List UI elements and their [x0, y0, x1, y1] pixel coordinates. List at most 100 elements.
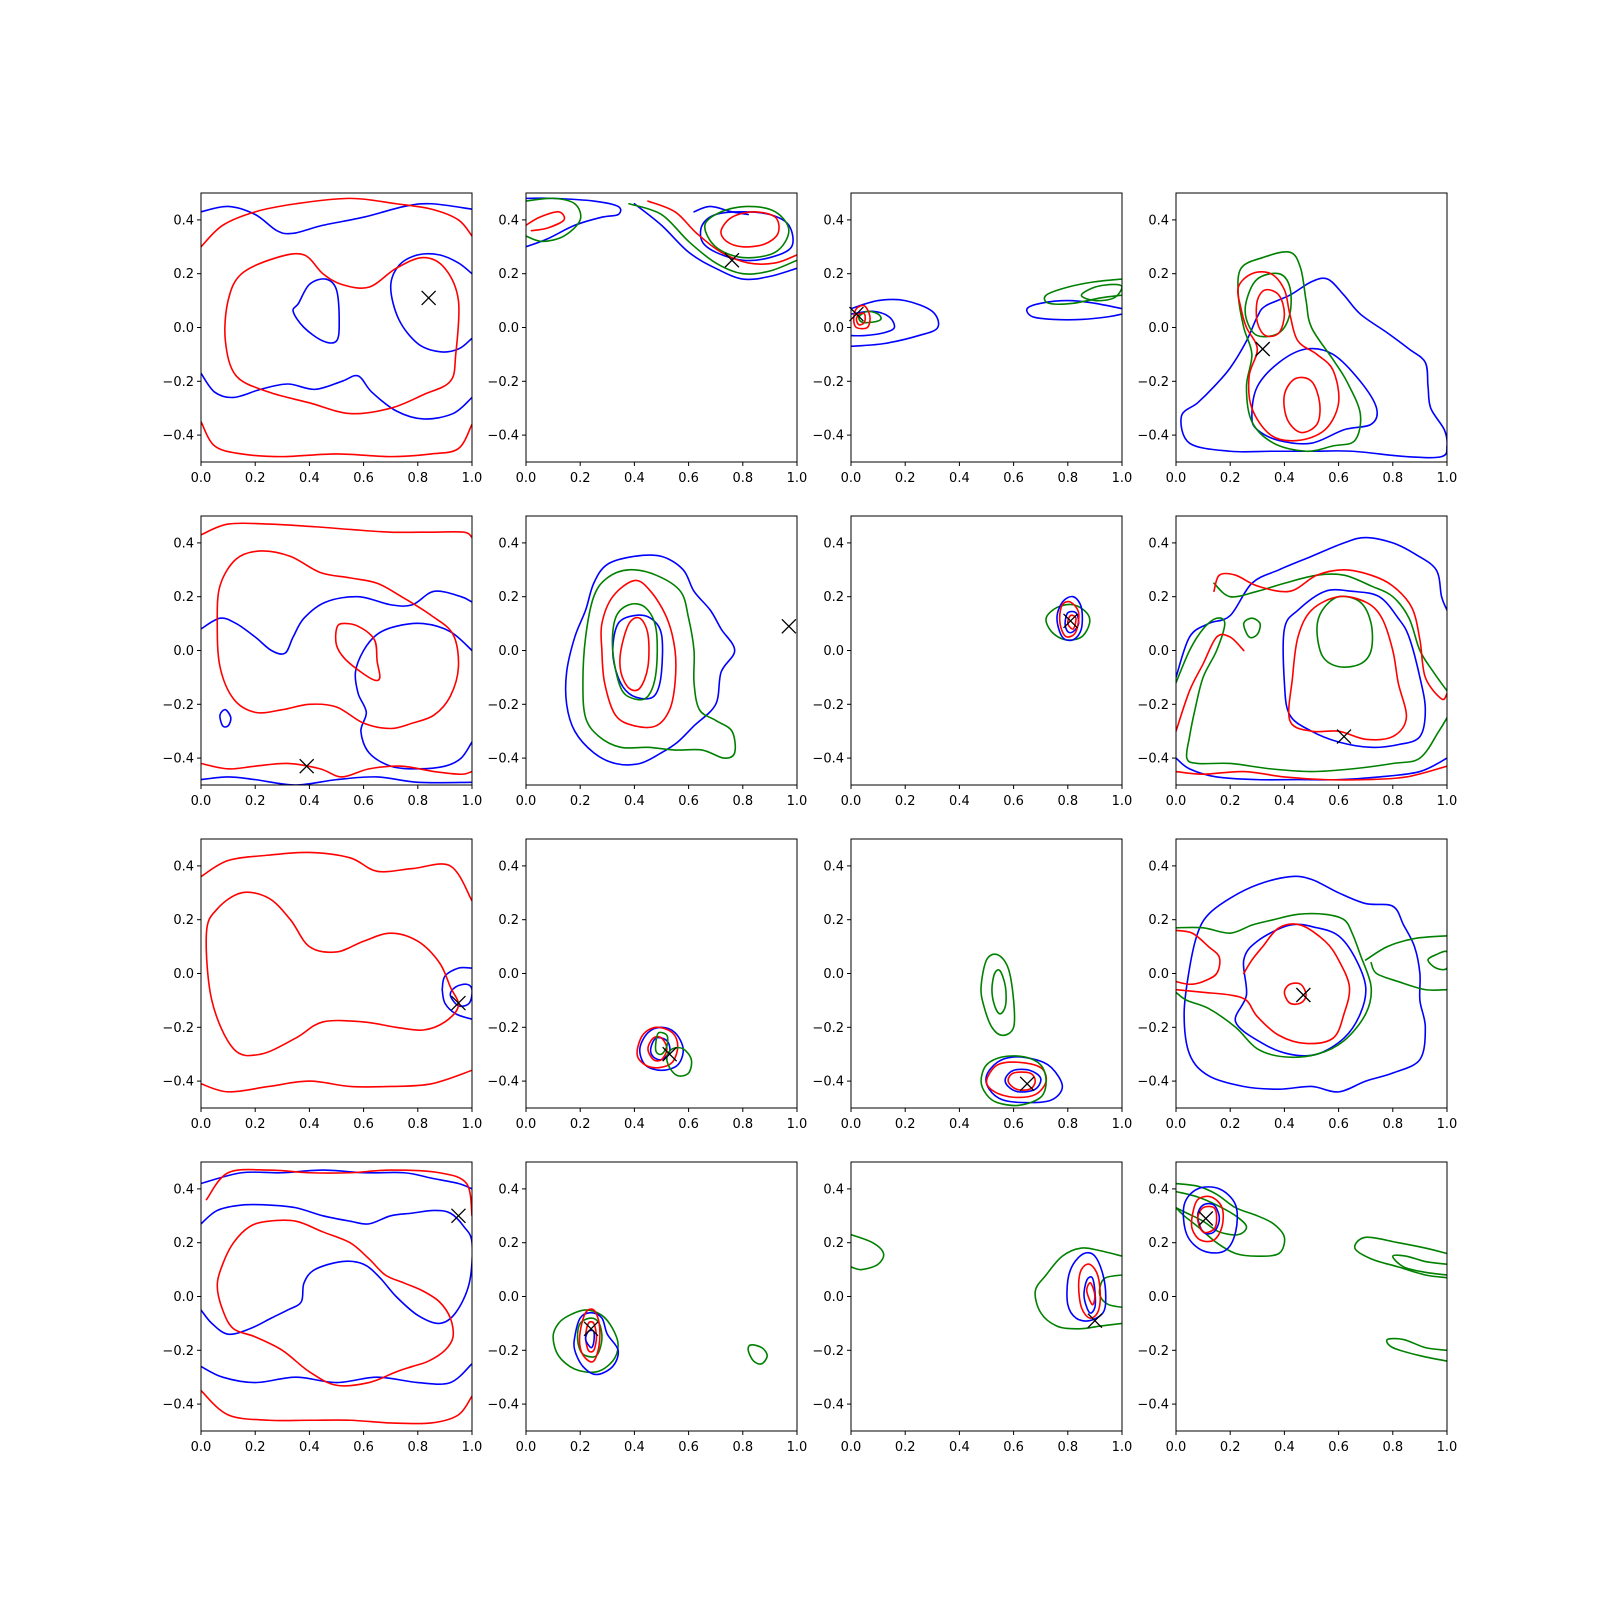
y-tick-label: 0.4 — [823, 213, 844, 228]
red-contour-line — [1190, 1195, 1225, 1243]
red-contour-line — [216, 1219, 455, 1387]
x-tick-label: 0.0 — [841, 471, 862, 486]
green-contour-line — [1176, 912, 1373, 1059]
y-tick-label: −0.2 — [487, 1344, 519, 1359]
blue-contour-line — [354, 622, 472, 770]
x-tick-label: 0.6 — [353, 471, 374, 486]
subplot-3-3: 0.0 0.2 0.4 0.6 0.8 1.0 0.4 0.2 0.0 −0.2 −0.4 — [812, 838, 1132, 1132]
x-tick-label: 0.2 — [1220, 471, 1241, 486]
y-tick-label: −0.4 — [1137, 1398, 1169, 1413]
x-tick-label: 0.6 — [1328, 794, 1349, 809]
x-tick-label: 0.4 — [1274, 1440, 1295, 1455]
blue-contour-line — [573, 1311, 620, 1376]
subplot-2-2: 0.0 0.2 0.4 0.6 0.8 1.0 0.4 0.2 0.0 −0.2 −0.4 — [487, 515, 807, 809]
x-tick-label: 0.2 — [1220, 794, 1241, 809]
y-tick-label: −0.4 — [162, 752, 194, 767]
red-contour-line — [201, 420, 472, 458]
x-tick-label: 0.2 — [245, 1117, 266, 1132]
subplot-4-1: 0.0 0.2 0.4 0.6 0.8 1.0 0.4 0.2 0.0 −0.2 −0.4 — [162, 1161, 482, 1455]
y-tick-label: 0.0 — [1148, 321, 1169, 336]
red-contour-line — [334, 622, 381, 682]
y-tick-label: −0.4 — [162, 429, 194, 444]
red-contour-line — [201, 851, 472, 902]
x-tick-label: 0.0 — [1166, 1117, 1187, 1132]
x-marker — [1295, 987, 1311, 1003]
x-marker — [583, 1321, 599, 1337]
x-tick-label: 0.6 — [1003, 471, 1024, 486]
blue-contour-line — [1183, 875, 1427, 1093]
plot-area — [564, 554, 737, 766]
red-contour-line — [1176, 633, 1245, 732]
blue-contour-line — [1176, 757, 1447, 781]
blue-contour-line — [441, 988, 472, 1021]
y-tick-label: −0.2 — [487, 698, 519, 713]
blue-contour-line — [201, 776, 472, 785]
x-tick-label: 0.8 — [407, 471, 428, 486]
y-tick-label: 0.4 — [173, 213, 194, 228]
x-tick-label: 0.4 — [299, 1117, 320, 1132]
x-tick-label: 0.8 — [1057, 794, 1078, 809]
blue-contour-line — [1234, 923, 1367, 1057]
blue-contour-line — [292, 278, 341, 344]
green-contour-line — [980, 1055, 1047, 1107]
subplot-4-4: 0.0 0.2 0.4 0.6 0.8 1.0 0.4 0.2 0.0 −0.2 −0.4 — [1137, 1161, 1458, 1455]
red-contour-line — [1066, 614, 1077, 630]
x-tick-label: 0.8 — [1057, 1440, 1078, 1455]
x-tick-label: 0.8 — [407, 1117, 428, 1132]
x-marker — [1063, 613, 1078, 629]
x-tick-label: 0.0 — [516, 1440, 537, 1455]
green-contour-line — [1427, 950, 1447, 971]
blue-contour-line — [699, 211, 794, 262]
x-tick-label: 0.2 — [570, 1440, 591, 1455]
y-tick-label: 0.0 — [823, 644, 844, 659]
plot-area — [526, 197, 797, 281]
y-tick-label: 0.0 — [823, 321, 844, 336]
plot-area — [1180, 250, 1447, 459]
plot-area — [201, 851, 472, 1093]
y-tick-label: −0.2 — [1137, 1344, 1169, 1359]
y-tick-label: 0.2 — [823, 1236, 844, 1251]
green-contour-line — [980, 953, 1016, 1037]
green-contour-line — [1176, 1182, 1286, 1257]
x-tick-label: 0.4 — [1274, 471, 1295, 486]
x-tick-label: 0.2 — [895, 471, 916, 486]
x-tick-label: 0.8 — [407, 794, 428, 809]
y-tick-label: −0.4 — [487, 429, 519, 444]
x-tick-label: 0.8 — [1382, 794, 1403, 809]
y-tick-label: −0.4 — [487, 752, 519, 767]
green-contour-line — [851, 1233, 885, 1271]
x-tick-label: 0.6 — [1003, 794, 1024, 809]
y-tick-label: 0.4 — [1148, 1182, 1169, 1197]
plot-area — [201, 1168, 472, 1425]
y-tick-label: 0.0 — [1148, 1290, 1169, 1305]
blue-contour-line — [201, 590, 472, 655]
red-contour-line — [855, 312, 867, 326]
x-tick-label: 0.8 — [732, 1117, 753, 1132]
subplot-3-2: 0.0 0.2 0.4 0.6 0.8 1.0 0.4 0.2 0.0 −0.2 −0.4 — [487, 838, 807, 1132]
red-contour-line — [1176, 929, 1221, 986]
green-contour-line — [704, 205, 790, 259]
x-tick-label: 1.0 — [462, 1117, 483, 1132]
green-contour-line — [552, 1309, 619, 1374]
y-tick-label: −0.4 — [487, 1075, 519, 1090]
x-tick-label: 0.0 — [191, 1440, 212, 1455]
y-tick-label: −0.4 — [812, 752, 844, 767]
red-contour-line — [1085, 1281, 1096, 1306]
blue-contour-line — [851, 298, 940, 348]
x-tick-label: 0.8 — [732, 471, 753, 486]
y-tick-label: 0.0 — [498, 967, 519, 982]
x-tick-label: 0.2 — [570, 471, 591, 486]
green-contour-line — [1364, 935, 1447, 961]
plot-area — [636, 1026, 693, 1077]
blue-contour-line — [1083, 1276, 1097, 1314]
green-contour-line — [1392, 1254, 1447, 1276]
blue-contour-line — [611, 614, 664, 700]
subplot-2-3: 0.0 0.2 0.4 0.6 0.8 1.0 0.4 0.2 0.0 −0.2 −0.4 — [812, 515, 1132, 809]
x-tick-label: 0.2 — [895, 1117, 916, 1132]
y-tick-label: 0.2 — [173, 267, 194, 282]
blue-contour-line — [1180, 277, 1447, 459]
y-tick-label: 0.4 — [1148, 213, 1169, 228]
x-tick-label: 1.0 — [1437, 1440, 1458, 1455]
red-contour-line — [852, 304, 871, 330]
x-marker — [724, 252, 740, 268]
